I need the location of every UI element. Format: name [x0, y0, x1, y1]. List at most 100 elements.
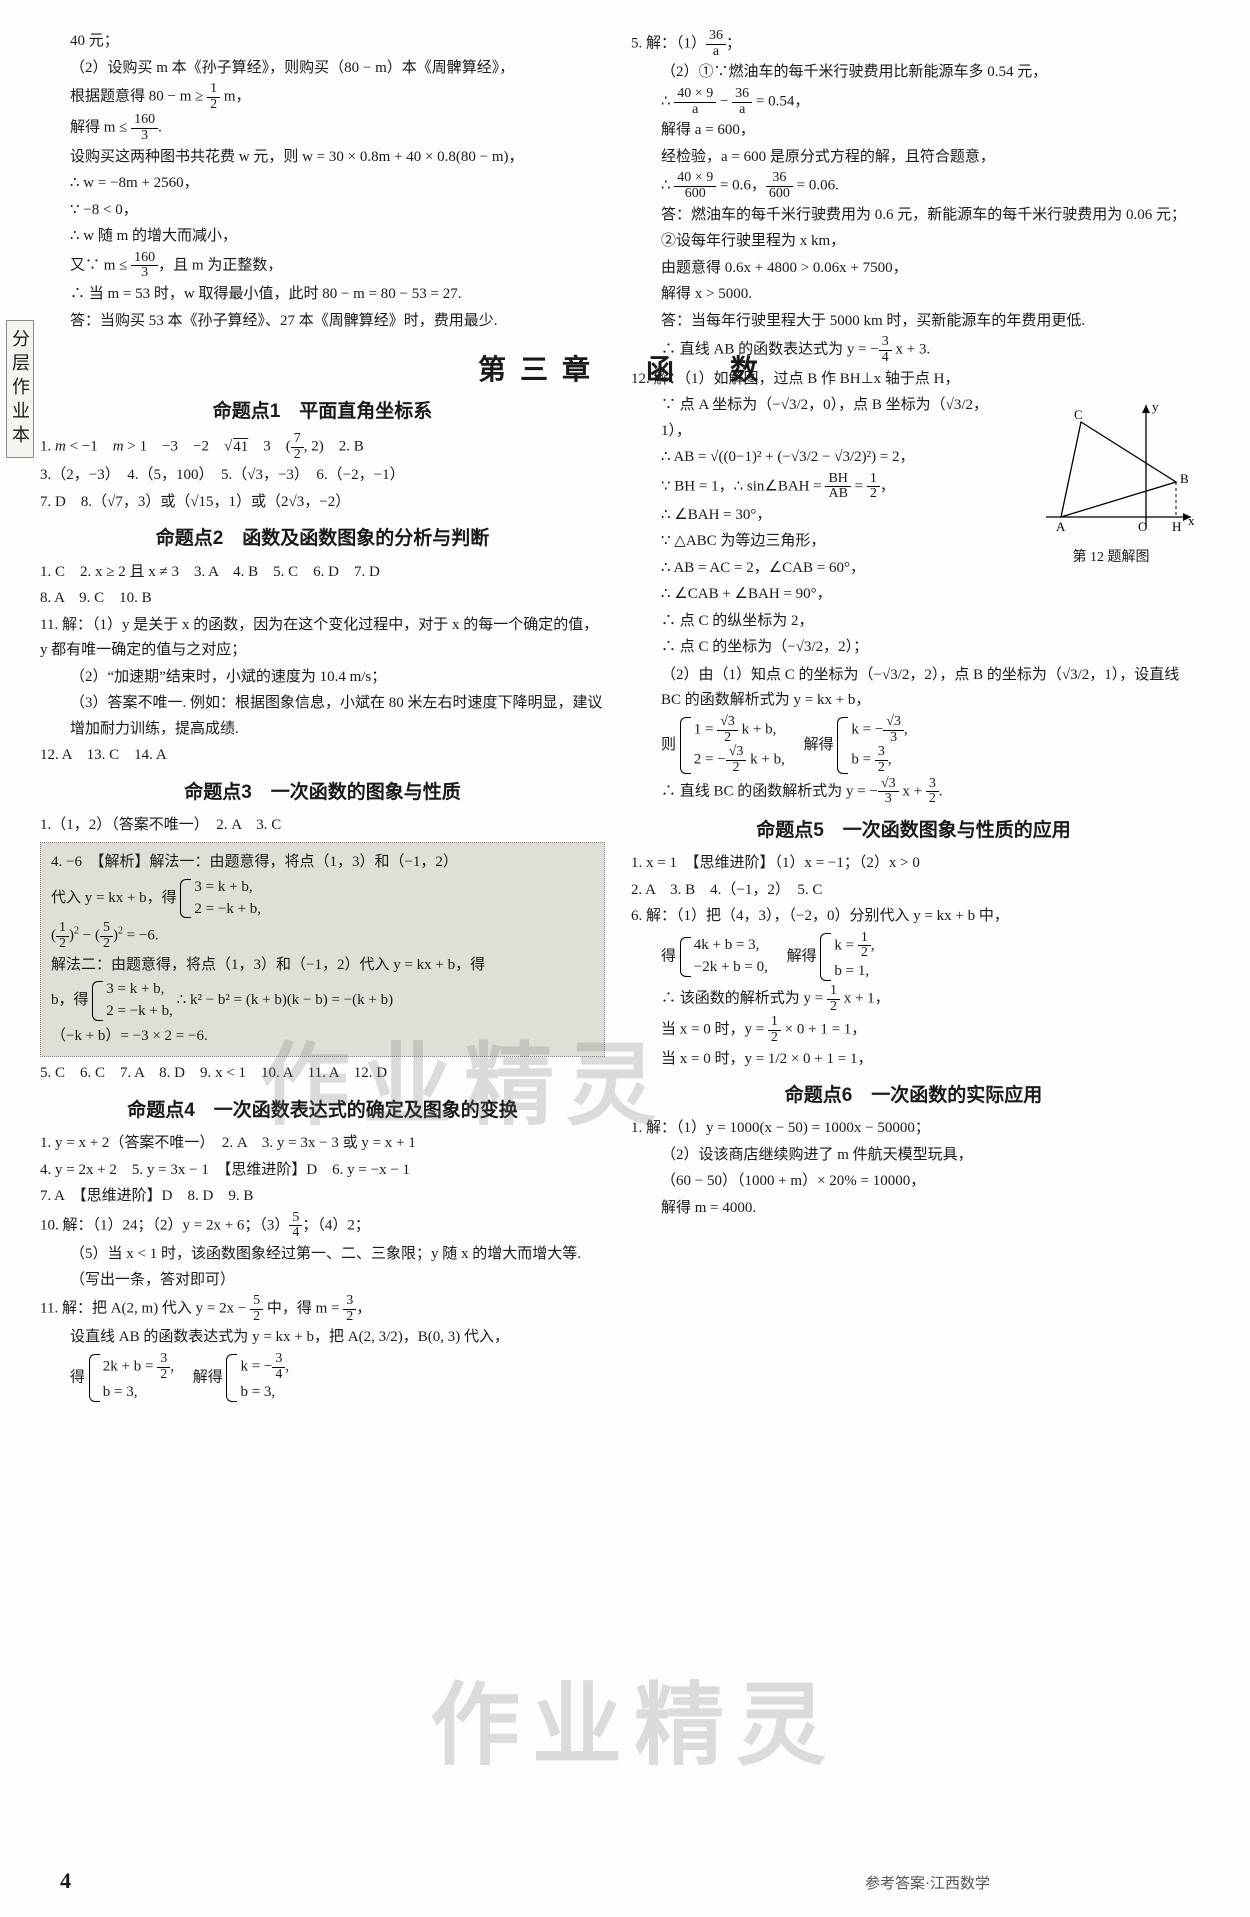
l-intro-7: ∴ w 随 m 的增大而减小，	[40, 224, 605, 250]
sys6: k = −√33, b = 32,	[837, 715, 907, 776]
r-i4: 经检验，a = 600 是原分式方程的解，且符合题意，	[631, 145, 1196, 171]
topic4-title: 命题点4 一次函数表达式的确定及图象的变换	[40, 1095, 605, 1127]
t1-l3: 7. D 8.（√7，3）或（√15，1）或（2√3，−2）	[40, 490, 605, 516]
r-i1: （2）①∵燃油车的每千米行驶费用比新能源车多 0.54 元，	[631, 60, 1196, 86]
svg-text:O: O	[1138, 519, 1147, 534]
t2-l5: （3）答案不唯一. 例如：根据图象信息，小斌在 80 米左右时速度下降明显，建议…	[40, 691, 605, 742]
sys1: 3 = k + b,2 = −k + b,	[180, 877, 261, 921]
chapter-title: 第三章 函 数	[0, 346, 1250, 394]
svg-text:B: B	[1180, 471, 1189, 486]
t4-l5: （5）当 x < 1 时，该函数图象经过第一、二、三象限；y 随 x 的增大而增…	[40, 1242, 605, 1293]
topic2-title: 命题点2 函数及函数图象的分析与判断	[40, 523, 605, 555]
svg-text:y: y	[1152, 399, 1159, 414]
svg-text:H: H	[1172, 519, 1181, 534]
t2-l1: 1. C 2. x ≥ 2 且 x ≠ 3 3. A 4. B 5. C 6. …	[40, 560, 605, 586]
svg-text:x: x	[1188, 513, 1195, 528]
sys8: k = 12,b = 1,	[820, 931, 874, 983]
r-a9: ∴ 点 C 的纵坐标为 2，	[631, 609, 1196, 635]
footer-text: 参考答案·江西数学	[865, 1872, 990, 1898]
t2-l2: 8. A 9. C 10. B	[40, 586, 605, 612]
r-i6: 答：燃油车的每千米行驶费用为 0.6 元，新能源车的每千米行驶费用为 0.06 …	[631, 203, 1196, 229]
l-intro-5: ∴ w = −8m + 2560，	[40, 171, 605, 197]
t5-l3: 6. 解：（1）把（4，3），（−2，0）分别代入 y = kx + b 中，	[631, 904, 1196, 930]
t2-l6: 12. A 13. C 14. A	[40, 743, 605, 769]
r-i10: 答：当每年行驶里程大于 5000 km 时，买新能源车的年费用更低.	[631, 309, 1196, 335]
r-i5: ∴ 40 × 9600 = 0.6，36600 = 0.06.	[631, 171, 1196, 201]
r-a11: （2）由（1）知点 C 的坐标为（−√3/2，2），点 B 的坐标为（√3/2，…	[631, 663, 1196, 714]
sys3: 2k + b = 32,b = 3,	[89, 1352, 174, 1404]
t3-after: 5. C 6. C 7. A 8. D 9. x < 1 10. A 11. A…	[40, 1061, 605, 1087]
problem12-diagram: A O H x B C y 第 12 题解图	[1026, 397, 1196, 570]
box-l1: 4. −6 【解析】解法一：由题意得，将点（1，3）和（−1，2）	[51, 850, 594, 876]
l-intro-4: 设购买这两种图书共花费 w 元，则 w = 30 × 0.8m + 40 × 0…	[40, 145, 605, 171]
l-intro-8: 又∵ m ≤ 1603，且 m 为正整数，	[40, 251, 605, 281]
t4-l7: 设直线 AB 的函数表达式为 y = kx + b，把 A(2, 3/2)，B(…	[40, 1325, 605, 1351]
right-column: 5. 解：（1）36a； （2）①∵燃油车的每千米行驶费用比新能源车多 0.54…	[631, 28, 1196, 1405]
two-columns: 40 元； （2）设购买 m 本《孙子算经》，则购买（80 − m）本《周髀算经…	[40, 28, 1210, 1405]
sys2: 3 = k + b,2 = −k + b,	[92, 979, 173, 1023]
t5-l1: 1. x = 1 【思维进阶】（1）x = −1；（2）x > 0	[631, 851, 1196, 877]
t6-l1: 1. 解：（1）y = 1000(x − 50) = 1000x − 50000…	[631, 1116, 1196, 1142]
analysis-box: 4. −6 【解析】解法一：由题意得，将点（1，3）和（−1，2） 代入 y =…	[40, 842, 605, 1057]
r-a8: ∴ ∠CAB + ∠BAH = 90°，	[631, 582, 1196, 608]
r-i3: 解得 a = 600，	[631, 118, 1196, 144]
svg-text:C: C	[1074, 407, 1083, 422]
sys7: 4k + b = 3,−2k + b = 0,	[680, 935, 768, 979]
page-number: 4	[60, 1862, 71, 1899]
topic6-title: 命题点6 一次函数的实际应用	[631, 1080, 1196, 1112]
t3-top: 1.（1，2）（答案不唯一） 2. A 3. C	[40, 813, 605, 839]
watermark-2: 作业精灵	[430, 1650, 838, 1803]
t4-l3: 7. A 【思维进阶】D 8. D 9. B	[40, 1184, 605, 1210]
l-intro-9: ∴ 当 m = 53 时，w 取得最小值，此时 80 − m = 80 − 53…	[40, 282, 605, 308]
l-intro-10: 答：当购买 53 本《孙子算经》、27 本《周髀算经》时，费用最少.	[40, 309, 605, 335]
box-l4: 解法二：由题意得，将点（1，3）和（−1，2）代入 y = kx + b，得	[51, 953, 594, 979]
svg-text:A: A	[1056, 519, 1066, 534]
l-intro-3: 解得 m ≤ 1603.	[40, 113, 605, 143]
r-a10: ∴ 点 C 的坐标为（−√3/2，2）；	[631, 635, 1196, 661]
topic3-title: 命题点3 一次函数的图象与性质	[40, 777, 605, 809]
r-i7: ②设每年行驶里程为 x km，	[631, 229, 1196, 255]
l-intro-0: 40 元；	[40, 29, 605, 55]
l-intro-2: 根据题意得 80 − m ≥ 12 m，	[40, 82, 605, 112]
frac-half: 12	[207, 82, 220, 112]
box-l3: (12)2 − (52)2 = −6.	[51, 921, 594, 951]
sys5: 1 = √32 k + b, 2 = −√32 k + b,	[680, 715, 785, 776]
box-l6: （−k + b）= −3 × 2 = −6.	[51, 1024, 594, 1050]
t4-l1: 1. y = x + 2（答案不唯一） 2. A 3. y = 3x − 3 或…	[40, 1131, 605, 1157]
sys4: k = −34,b = 3,	[226, 1352, 289, 1404]
r-i2: ∴ 40 × 9a − 36a = 0.54，	[631, 87, 1196, 117]
t4-l2: 4. y = 2x + 2 5. y = 3x − 1 【思维进阶】D 6. y…	[40, 1158, 605, 1184]
txt: 解得 m ≤	[70, 120, 131, 136]
r-i9: 解得 x > 5000.	[631, 282, 1196, 308]
txt: 又∵ m ≤	[70, 257, 131, 273]
frac-160-3: 1603	[131, 113, 158, 143]
t4-l8: 得 2k + b = 32,b = 3, 解得 k = −34,b = 3,	[40, 1352, 605, 1404]
txt: 根据题意得 80 − m ≥	[70, 89, 207, 105]
t1-l2: 3.（2，−3） 4.（5，100） 5.（√3，−3） 6.（−2，−1）	[40, 463, 605, 489]
l-intro-6: ∵ −8 < 0，	[40, 198, 605, 224]
r-a13: ∴ 直线 BC 的函数解析式为 y = −√33 x + 32.	[631, 777, 1196, 807]
frac-160-3b: 1603	[131, 251, 158, 281]
t4-l4: 10. 解：（1）24；（2）y = 2x + 6；（3）54；（4）2；	[40, 1211, 605, 1241]
box-l5: b，得 3 = k + b,2 = −k + b, ∴ k² − b² = (k…	[51, 979, 594, 1023]
t5-l4: 得 4k + b = 3,−2k + b = 0, 解得 k = 12,b = …	[631, 931, 1196, 983]
r-i8: 由题意得 0.6x + 4800 > 0.06x + 7500，	[631, 256, 1196, 282]
t5-l6: 当 x = 0 时，y = 12 × 0 + 1 = 1，	[631, 1015, 1196, 1045]
t2-l4: （2）“加速期”结束时，小斌的速度为 10.4 m/s；	[40, 665, 605, 691]
diagram-caption: 第 12 题解图	[1026, 546, 1196, 570]
t5-l7: 当 x = 0 时，y = 1/2 × 0 + 1 = 1，	[631, 1047, 1196, 1073]
box-l2: 代入 y = kx + b，得 3 = k + b,2 = −k + b,	[51, 877, 594, 921]
topic1-title: 命题点1 平面直角坐标系	[40, 396, 605, 428]
t5-l2: 2. A 3. B 4.（−1，2） 5. C	[631, 878, 1196, 904]
t1-l1: 1. m < −1 m > 1 −3 −2 √41 3 (72, 2) 2. B	[40, 432, 605, 462]
t6-l4: 解得 m = 4000.	[631, 1196, 1196, 1222]
t2-l3: 11. 解：（1）y 是关于 x 的函数，因为在这个变化过程中，对于 x 的每一…	[40, 613, 605, 664]
t6-l2: （2）设该商店继续购进了 m 件航天模型玩具，	[631, 1143, 1196, 1169]
t5-l5: ∴ 该函数的解析式为 y = 12 x + 1，	[631, 984, 1196, 1014]
t4-l6: 11. 解：把 A(2, m) 代入 y = 2x − 52 中，得 m = 3…	[40, 1294, 605, 1324]
t6-l3: （60 − 50）（1000 + m）× 20% = 10000，	[631, 1169, 1196, 1195]
r-a12: 则 1 = √32 k + b, 2 = −√32 k + b, 解得 k = …	[631, 715, 1196, 776]
topic5-title: 命题点5 一次函数图象与性质的应用	[631, 815, 1196, 847]
txt: 代入 y = kx + b，得	[51, 890, 177, 906]
r-i0: 5. 解：（1）36a；	[631, 29, 1196, 59]
